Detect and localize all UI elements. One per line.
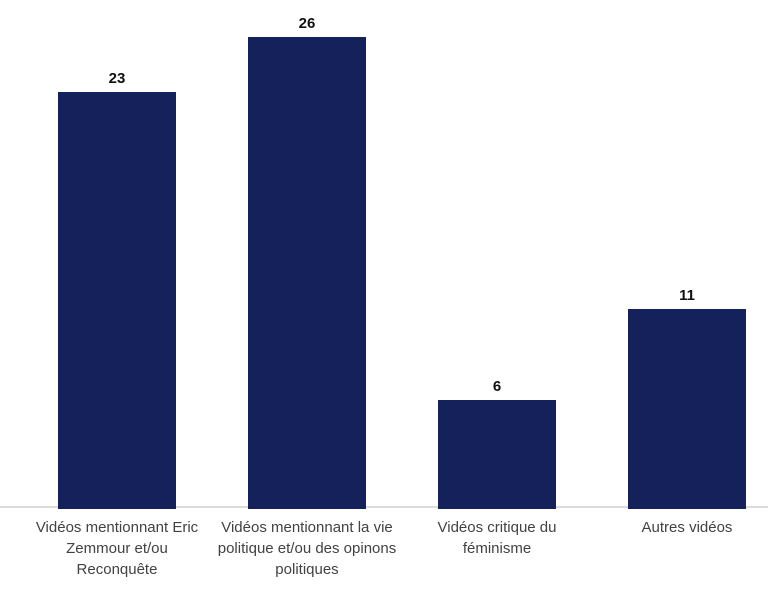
x-axis-label-text: Vidéos mentionnant Eric Zemmour et/ou Re… (35, 519, 199, 578)
x-axis-label-text: Vidéos critique du féminisme (437, 519, 557, 557)
bar-value-label: 6 (492, 378, 502, 396)
x-axis-labels: Vidéos mentionnant Eric Zemmour et/ou Re… (0, 517, 768, 591)
bar (58, 91, 176, 509)
x-axis-label: Vidéos mentionnant la vie politique et/o… (212, 517, 402, 580)
bar-column: 26 (212, 15, 402, 509)
x-axis-label-text: Vidéos mentionnant la vie politique et/o… (217, 519, 397, 578)
bar-column: 11 (592, 287, 768, 509)
x-axis-label-text: Autres vidéos (641, 519, 733, 536)
x-axis-label: Vidéos critique du féminisme (402, 517, 592, 559)
bar-chart: 23 26 6 11 (0, 15, 768, 509)
bar (438, 400, 556, 509)
x-axis-line (0, 506, 768, 508)
bar-value-label: 11 (679, 287, 695, 305)
bar-column: 23 (22, 70, 212, 509)
bar-column: 6 (402, 378, 592, 509)
x-axis-label: Vidéos mentionnant Eric Zemmour et/ou Re… (22, 517, 212, 580)
bar-value-label: 26 (298, 15, 316, 33)
bar (248, 37, 366, 509)
x-axis-label: Autres vidéos (592, 517, 768, 538)
bar-value-label: 23 (108, 69, 126, 87)
bar (628, 309, 746, 509)
